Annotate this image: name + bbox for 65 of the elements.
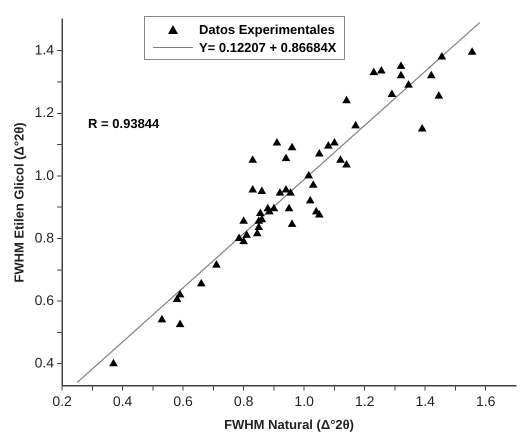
point [314, 210, 324, 218]
point [396, 70, 406, 78]
point [282, 184, 290, 192]
point [239, 216, 248, 224]
point [257, 186, 266, 194]
y-axis-title: FWHM Etilen Glicol (Δ°2θ) [11, 122, 26, 283]
point [342, 160, 351, 168]
y-tick-label: 0.6 [34, 292, 54, 308]
point [369, 68, 378, 76]
point [248, 155, 258, 163]
x-tick-label: 1.0 [294, 392, 314, 409]
point [342, 96, 351, 104]
point [242, 230, 251, 238]
point [284, 204, 294, 212]
point [468, 47, 476, 55]
point [264, 204, 272, 212]
x-tick-label: 0.2 [52, 392, 72, 409]
point [377, 66, 386, 74]
point [308, 180, 318, 188]
point [234, 233, 244, 241]
point [158, 314, 166, 322]
point [212, 260, 221, 268]
point [272, 138, 282, 146]
y-tick-label: 0.8 [34, 229, 54, 246]
point [304, 170, 314, 178]
point [388, 90, 396, 98]
point [314, 148, 324, 156]
y-tick-label: 1.4 [34, 42, 54, 58]
legend-label: Datos Experimentales [199, 22, 335, 36]
point [426, 70, 436, 78]
point [288, 142, 296, 150]
x-tick-label: 0.4 [112, 392, 133, 409]
point [196, 278, 206, 286]
x-tick-label: 0.6 [173, 392, 194, 409]
point [330, 138, 339, 146]
point [248, 184, 258, 192]
annotation: R = 0.93844 [88, 116, 160, 131]
y-tick-label: 0.4 [34, 354, 54, 371]
x-tick-label: 1.6 [476, 392, 496, 409]
point [286, 188, 295, 196]
point [282, 154, 290, 162]
point [276, 188, 284, 196]
point [404, 80, 413, 88]
point [176, 290, 184, 298]
point [324, 141, 333, 149]
point [288, 219, 296, 227]
point [336, 155, 345, 163]
point [109, 358, 118, 366]
point [254, 222, 264, 230]
x-axis-title: FWHM Natural (Δ°2θ) [224, 416, 354, 432]
point [434, 91, 444, 99]
y-tick-label: 1.0 [34, 166, 54, 183]
point [438, 52, 446, 60]
point [306, 196, 315, 204]
x-tick-label: 1.4 [415, 392, 436, 409]
point [396, 61, 406, 69]
x-tick-label: 0.8 [234, 392, 254, 409]
x-tick-label: 1.2 [354, 392, 375, 409]
point [418, 124, 427, 132]
y-tick-label: 1.2 [34, 104, 54, 120]
point [239, 236, 248, 244]
point [256, 208, 265, 216]
legend-label: Y= 0.12207 + 0.86684X [199, 40, 336, 54]
point [351, 120, 360, 128]
point [176, 320, 184, 328]
